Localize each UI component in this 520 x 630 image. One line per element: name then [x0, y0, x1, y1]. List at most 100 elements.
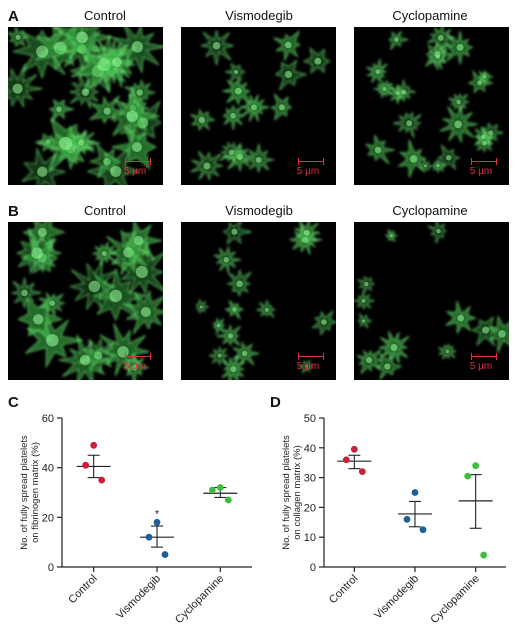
x-tick-label: Cyclopamine	[428, 573, 481, 625]
data-point	[419, 526, 427, 534]
y-axis-label: No. of fully spread plateletson fibrinog…	[20, 435, 41, 550]
data-point	[403, 515, 411, 523]
platelet-core	[445, 154, 452, 161]
platelet-core	[284, 41, 292, 49]
platelet-cells	[354, 222, 509, 380]
platelet-core	[457, 314, 465, 322]
scale-bar: 5 µm	[297, 353, 324, 372]
platelet-core	[56, 106, 62, 112]
panel-letter-d: D	[270, 394, 281, 411]
platelet-core	[241, 350, 248, 357]
platelet-core	[230, 112, 236, 119]
platelet-core	[81, 88, 90, 96]
platelet-core	[255, 156, 262, 163]
x-tick-label: Vismodegib	[114, 573, 163, 622]
platelet-core	[49, 300, 56, 306]
panel-a-title-control: Control	[84, 8, 126, 23]
x-tick-label: Control	[327, 573, 361, 607]
platelet-core	[36, 45, 49, 58]
platelet-core	[217, 353, 222, 358]
micrograph-a-cyclopamine: 5 µm	[354, 27, 509, 185]
platelet-core	[131, 364, 138, 371]
platelet-core	[278, 104, 285, 111]
platelet-core	[366, 357, 373, 364]
platelet-core	[140, 306, 151, 317]
platelet-core	[15, 34, 21, 40]
platelet-core	[233, 69, 239, 75]
platelet-core	[389, 234, 393, 238]
platelet-core	[212, 41, 221, 50]
platelet-core	[198, 116, 206, 124]
panel-a-title-vismodegib: Vismodegib	[225, 8, 293, 23]
platelet-core	[88, 280, 101, 293]
platelet-core	[232, 307, 237, 312]
platelet-core	[112, 57, 122, 68]
scale-bar-label: 5 µm	[296, 166, 320, 177]
data-point	[98, 476, 106, 484]
platelet-core	[401, 89, 407, 95]
scale-bar-label: 5 µm	[296, 361, 320, 372]
data-point	[342, 456, 350, 464]
platelet-cells	[189, 29, 331, 181]
x-tick-label: Control	[66, 573, 100, 607]
x-tick-label: Vismodegib	[372, 573, 421, 622]
data-point	[216, 484, 224, 491]
platelet-core	[37, 166, 48, 177]
scale-bar-label: 5 µm	[469, 166, 493, 177]
panel-letter-b: B	[8, 203, 19, 220]
platelet-core	[103, 107, 111, 115]
platelet-core	[136, 89, 143, 96]
data-point	[358, 468, 366, 476]
platelet-cells	[10, 222, 163, 380]
micrograph-a-control: 5 µm	[8, 27, 163, 185]
y-tick-label: 20	[42, 512, 54, 524]
data-point	[153, 518, 161, 526]
y-axis-label: No. of fully spread plateletson collagen…	[282, 435, 303, 550]
platelet-core	[445, 349, 450, 354]
platelet-core	[223, 256, 229, 263]
panel-b-title-cyclopamine: Cyclopamine	[392, 203, 468, 218]
platelet-core	[482, 326, 490, 334]
platelet-core	[216, 323, 221, 328]
platelet-cells	[8, 27, 163, 185]
significance-marker: *	[155, 508, 160, 520]
platelet-core	[37, 227, 47, 237]
platelet-core	[236, 280, 243, 288]
scale-bar: 5 µm	[470, 353, 497, 372]
platelet-core	[12, 83, 23, 94]
platelet-core	[31, 247, 43, 259]
y-tick-label: 10	[304, 532, 316, 544]
platelet-core	[409, 155, 418, 163]
platelet-core	[488, 130, 494, 136]
micrograph-b-cyclopamine: 5 µm	[354, 222, 509, 380]
platelet-core	[284, 70, 293, 79]
y-tick-label: 0	[48, 562, 54, 574]
platelet-core	[321, 319, 327, 325]
platelet-cells	[195, 222, 336, 380]
y-tick-label: 20	[304, 502, 316, 514]
scale-bar-label: 5 µm	[123, 361, 147, 372]
platelet-core	[437, 34, 444, 41]
panel-b-title-vismodegib: Vismodegib	[225, 203, 293, 218]
platelet	[222, 222, 252, 245]
platelet-core	[382, 87, 387, 92]
panel-letter-c: C	[8, 394, 19, 411]
data-point	[90, 441, 98, 449]
platelet	[52, 27, 113, 63]
platelet-core	[498, 330, 506, 338]
data-point	[145, 533, 153, 541]
platelet-core	[390, 343, 398, 351]
y-tick-label: 40	[42, 463, 54, 475]
y-tick-label: 30	[304, 473, 316, 485]
micrograph-b-vismodegib: 5 µm	[181, 222, 336, 380]
platelet-core	[374, 146, 382, 154]
y-tick-label: 50	[304, 413, 316, 425]
platelet-core	[126, 110, 139, 123]
micrograph-b-control: 5 µm	[8, 222, 163, 380]
data-point	[464, 472, 472, 480]
platelet	[8, 63, 43, 108]
platelet-core	[101, 251, 107, 257]
scale-bar: 5 µm	[124, 353, 151, 372]
platelet-core	[436, 228, 441, 234]
